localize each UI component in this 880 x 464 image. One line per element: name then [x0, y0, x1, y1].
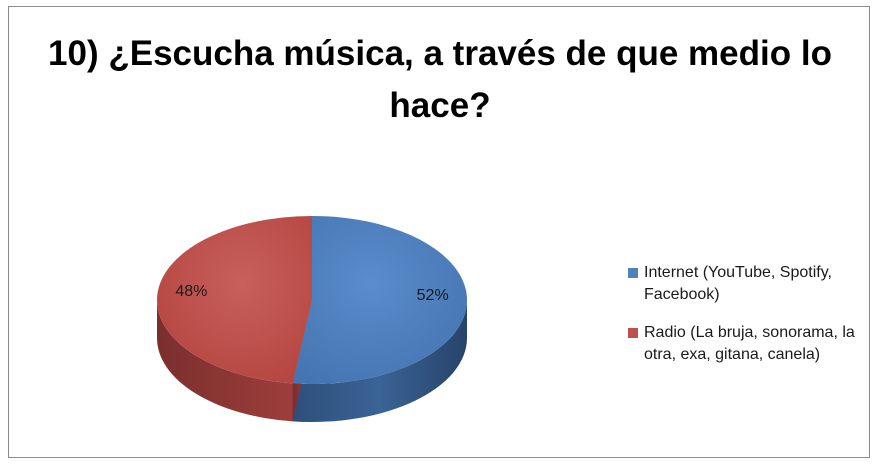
- pie-slice-internet: [292, 216, 467, 384]
- data-label-internet: 52%: [417, 287, 449, 304]
- legend-swatch-radio: [628, 328, 638, 338]
- legend-item-radio: Radio (La bruja, sonorama, la otra, exa,…: [628, 322, 878, 366]
- pie-side-internet: [292, 300, 467, 423]
- legend: Internet (YouTube, Spotify, Facebook) Ra…: [628, 262, 878, 382]
- legend-label-internet: Internet (YouTube, Spotify, Facebook): [644, 264, 832, 303]
- legend-swatch-internet: [628, 268, 638, 278]
- pie-side-radio: [156, 300, 293, 422]
- chart-title: 10) ¿Escucha música, a través de que med…: [48, 34, 832, 125]
- data-label-radio: 48%: [175, 283, 207, 300]
- legend-label-radio: Radio (La bruja, sonorama, la otra, exa,…: [644, 324, 855, 363]
- legend-item-internet: Internet (YouTube, Spotify, Facebook): [628, 262, 878, 306]
- pie-slice-radio: [156, 216, 312, 384]
